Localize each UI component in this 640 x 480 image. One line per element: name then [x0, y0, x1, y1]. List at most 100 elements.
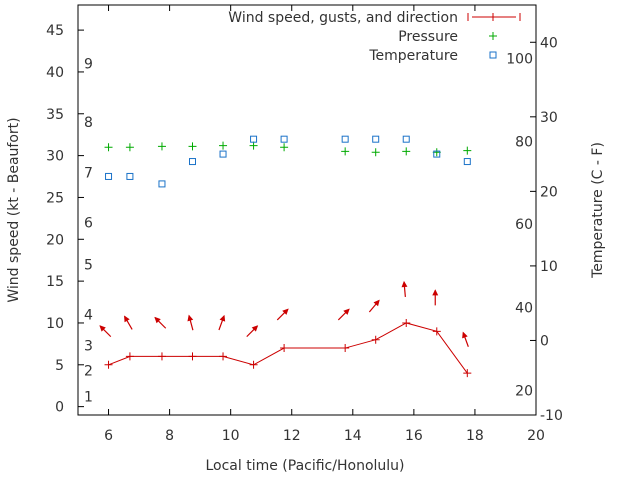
wind-speed-point: [188, 352, 197, 361]
wind-direction-arrow: [368, 299, 380, 313]
wind-speed-point: [463, 369, 472, 378]
legend-label-pressure: Pressure: [398, 29, 458, 45]
temperature-point: [463, 158, 471, 166]
wind-speed-point: [280, 344, 289, 353]
fahrenheit-label: 20: [515, 383, 533, 399]
wind-speed-line: [108, 322, 468, 374]
pressure-point: [125, 143, 134, 152]
temperature-point: [341, 135, 349, 143]
y-tick-label: 0: [55, 400, 64, 416]
fahrenheit-labels: 20 40 60 80 100: [506, 52, 533, 400]
y2-axis-ticks: -10 0 10 20 30 40: [530, 35, 563, 424]
wind-speed-point: [157, 352, 166, 361]
y2-tick-label: 0: [540, 333, 549, 349]
wind-direction-arrow: [99, 325, 112, 338]
pressure-point: [463, 146, 472, 155]
series-layer: [99, 135, 472, 378]
wind-direction-arrow: [276, 308, 289, 321]
temperature-point: [189, 158, 196, 166]
x-axis-ticks: 6 8 10 12 14 16 18 20: [104, 5, 545, 444]
pressure-point: [371, 148, 380, 157]
wind-direction-arrow: [401, 280, 408, 298]
temperature-point: [126, 172, 134, 180]
x-tick-label: 12: [283, 428, 301, 444]
fahrenheit-label: 40: [515, 301, 533, 317]
pressure-point: [157, 142, 166, 151]
temperature-point: [219, 150, 227, 158]
y2-tick-label: 40: [540, 35, 558, 51]
beaufort-label: 6: [84, 216, 93, 232]
beaufort-label: 4: [84, 308, 93, 324]
wind-speed-point: [249, 360, 258, 369]
y-tick-label: 35: [46, 107, 64, 123]
x-tick-label: 14: [344, 428, 362, 444]
fahrenheit-label: 80: [515, 134, 533, 150]
y-tick-label: 45: [46, 23, 64, 39]
temperature-point: [372, 135, 380, 143]
wind-speed-point: [104, 360, 113, 369]
pressure-point: [188, 142, 197, 151]
wind-direction-arrow: [246, 325, 259, 338]
temperature-point: [280, 135, 288, 143]
y2-tick-label: -10: [540, 408, 563, 424]
wind-direction-arrow: [124, 315, 133, 330]
beaufort-labels: 1 2 3 4 5 6 7 8 9: [84, 57, 93, 406]
beaufort-label: 5: [84, 257, 93, 273]
temperature-point: [402, 135, 410, 143]
y2-axis-title: Temperature (C - F): [590, 142, 606, 279]
fahrenheit-label: 100: [506, 52, 533, 68]
y-tick-label: 40: [46, 65, 64, 81]
wind-speed-point: [432, 327, 441, 336]
x-tick-label: 18: [466, 428, 484, 444]
x-tick-label: 16: [405, 428, 423, 444]
x-tick-label: 8: [165, 428, 174, 444]
x-tick-label: 10: [222, 428, 240, 444]
y-axis-ticks: 0 5 10 15 20 25 30 35 40 45: [46, 23, 84, 416]
wind-direction-arrow: [187, 314, 194, 331]
beaufort-label: 2: [84, 364, 93, 380]
y-axis-title: Wind speed (kt - Beaufort): [6, 117, 22, 302]
fahrenheit-label: 60: [515, 217, 533, 233]
wind-direction-arrow: [337, 308, 350, 321]
legend-symbol-pressure: [489, 32, 497, 40]
pressure-point: [402, 147, 411, 156]
pressure-point: [104, 143, 113, 152]
y-tick-label: 10: [46, 316, 64, 332]
wind-speed-point: [219, 352, 228, 361]
wind-speed-point: [371, 335, 380, 344]
legend-symbol-temperature: [489, 51, 497, 59]
y2-tick-label: 10: [540, 259, 558, 275]
beaufort-label: 8: [84, 115, 93, 131]
pressure-point: [219, 141, 228, 150]
y-tick-label: 20: [46, 232, 64, 248]
temperature-point: [105, 172, 113, 180]
legend: Wind speed, gusts, and direction Pressure…: [228, 10, 521, 64]
temperature-point: [433, 150, 441, 158]
plot-area: [77, 4, 537, 416]
y-tick-label: 30: [46, 149, 64, 165]
wind-direction-arrow: [462, 331, 469, 347]
x-axis-title: Local time (Pacific/Honolulu): [205, 458, 404, 474]
beaufort-label: 9: [84, 57, 93, 73]
wind-speed-point: [402, 318, 411, 327]
y2-tick-label: 20: [540, 184, 558, 200]
temperature-point: [250, 135, 258, 143]
pressure-point: [249, 141, 258, 150]
legend-label-wind: Wind speed, gusts, and direction: [228, 10, 458, 26]
wind-direction-arrow: [218, 314, 226, 331]
pressure-point: [280, 143, 289, 152]
legend-symbol-wind-ticks: [467, 13, 521, 21]
y-tick-label: 15: [46, 274, 64, 290]
temperature-point: [158, 180, 166, 188]
wind-direction-arrow: [154, 316, 167, 329]
beaufort-label: 7: [84, 165, 93, 181]
legend-label-temperature: Temperature: [368, 48, 458, 64]
pressure-point: [341, 147, 350, 156]
wind-direction-arrow: [432, 289, 439, 306]
beaufort-label: 1: [84, 390, 93, 406]
beaufort-label: 3: [84, 339, 93, 355]
y-tick-label: 25: [46, 190, 64, 206]
y2-tick-label: 30: [540, 110, 558, 126]
y-tick-label: 5: [55, 358, 64, 374]
